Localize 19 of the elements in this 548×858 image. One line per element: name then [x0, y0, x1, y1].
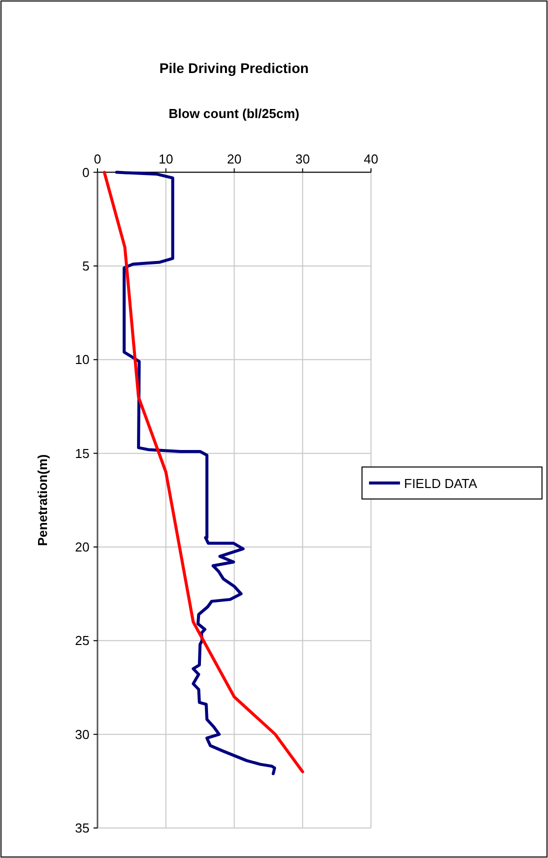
- line-series: [102, 170, 304, 774]
- y-tick-label: 25: [75, 633, 90, 648]
- y-tick-label: 35: [75, 820, 90, 836]
- y-tick-label: 20: [75, 539, 90, 554]
- x-tick-label: 10: [158, 151, 174, 166]
- x-axis-title: Blow count (bl/25cm): [168, 106, 300, 121]
- x-tick-label: 0: [94, 151, 102, 166]
- y-axis-title: Penetration(m): [35, 454, 50, 546]
- y-tick-label: 30: [75, 726, 90, 742]
- y-tick-label: 10: [75, 352, 90, 368]
- y-tick-label: 0: [82, 164, 90, 180]
- chart-title: Pile Driving Prediction: [159, 60, 309, 76]
- x-tick-label: 30: [295, 151, 310, 166]
- x-tick-label: 40: [364, 151, 378, 166]
- x-tick-label: 20: [227, 151, 242, 166]
- y-tick-label: 5: [82, 258, 90, 274]
- legend-label: FIELD DATA: [404, 476, 478, 491]
- y-tick-label: 15: [75, 446, 90, 461]
- line-series: [115, 170, 276, 776]
